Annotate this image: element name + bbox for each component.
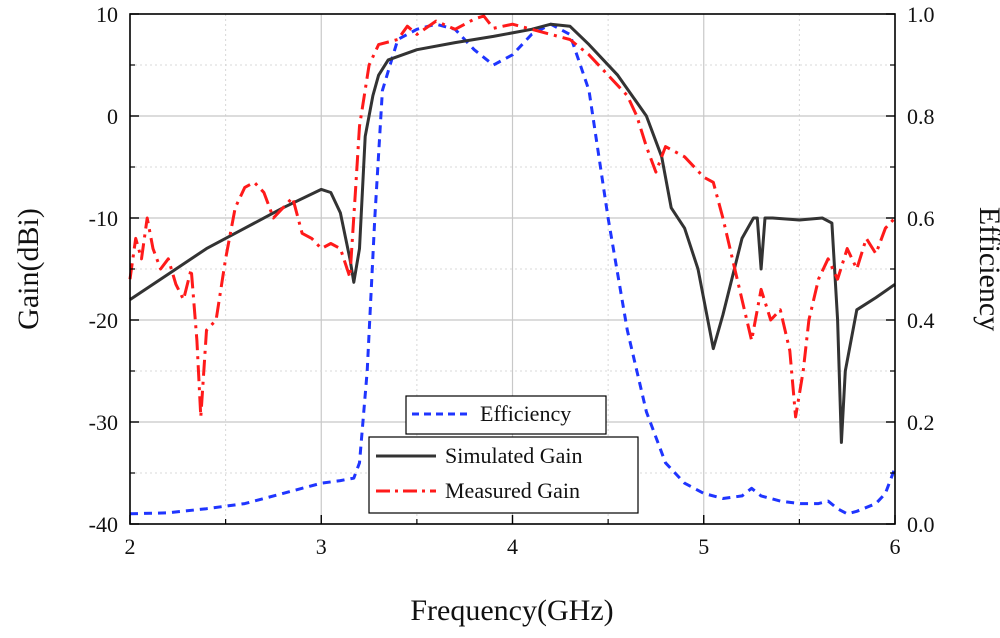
y-right-tick-label: 0.2 (907, 410, 935, 435)
legend-gains-box (368, 436, 639, 514)
series-line-simulated-gain (129, 22, 896, 444)
y-left-tick-label: 10 (96, 2, 118, 27)
x-tick-label: 5 (698, 534, 709, 559)
legend-simulated-label: Simulated Gain (445, 443, 582, 468)
legend-gains: Simulated Gain Measured Gain (368, 436, 639, 514)
x-axis-title: Frequency(GHz) (410, 594, 613, 627)
y-left-tick-label: -30 (89, 410, 118, 435)
y-right-tick-label: 0.8 (907, 104, 935, 129)
y-left-tick-label: 0 (107, 104, 118, 129)
y-right-tick-label: 1.0 (907, 2, 935, 27)
axis-ticks: 2 3 4 5 6 10 0 -10 -20 -30 -40 1.0 0.8 0.6 0.4 0.2 0.0 (89, 2, 935, 559)
y-left-tick-label: -40 (89, 512, 118, 537)
legend-efficiency: Efficiency (405, 395, 607, 435)
y-left-tick-label: -10 (89, 206, 118, 231)
x-tick-label: 4 (507, 534, 518, 559)
legend-efficiency-label: Efficiency (480, 401, 571, 426)
y-right-tick-label: 0.6 (907, 206, 935, 231)
y-right-axis-title: Efficiency (973, 207, 1000, 331)
series-line-efficiency (129, 22, 897, 516)
y-right-tick-label: 0.0 (907, 512, 935, 537)
x-tick-label: 3 (316, 534, 327, 559)
x-tick-label: 6 (890, 534, 901, 559)
x-tick-label: 2 (125, 534, 136, 559)
y-left-tick-label: -20 (89, 308, 118, 333)
series-lines (128, 14, 897, 516)
y-left-axis-title: Gain(dBi) (12, 208, 45, 330)
legend-measured-label: Measured Gain (445, 478, 580, 503)
y-right-tick-label: 0.4 (907, 308, 935, 333)
